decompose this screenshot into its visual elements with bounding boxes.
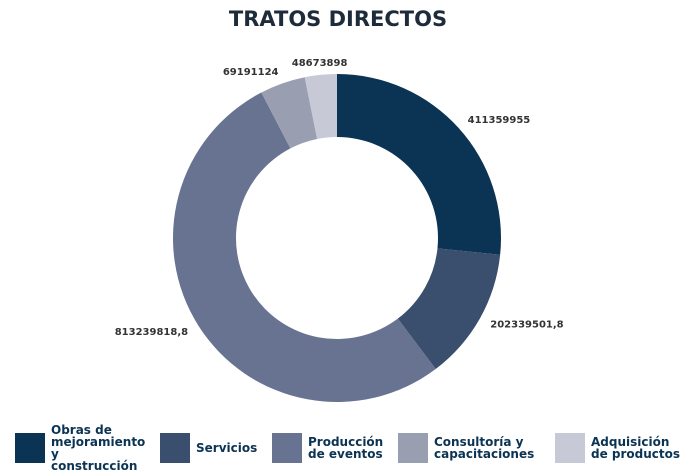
- data-label: 411359955: [468, 115, 531, 126]
- legend-swatch: [398, 433, 428, 463]
- legend-item: Obras de mejoramiento y construcción: [15, 424, 146, 472]
- data-label: 813239818,8: [115, 327, 188, 338]
- legend-label: Producción de eventos: [308, 435, 384, 461]
- chart: TRATOS DIRECTOS 411359955 202339501,8 8132…: [115, 7, 564, 402]
- legend-swatch: [160, 433, 190, 463]
- legend-label: Consultoría y capacitaciones: [434, 435, 535, 461]
- legend-item: Servicios: [160, 428, 258, 468]
- legend-swatch: [272, 433, 302, 463]
- donut-slice: [397, 248, 501, 370]
- legend-item: Consultoría y capacitaciones: [398, 428, 552, 468]
- legend-swatch: [15, 433, 45, 463]
- legend-item: Producción de eventos: [272, 428, 390, 468]
- donut-slice: [337, 74, 502, 255]
- legend-swatch: [555, 433, 585, 463]
- donut-slice: [261, 77, 318, 149]
- donut-slice: [173, 92, 436, 402]
- donut-slice: [304, 74, 337, 139]
- legend: Obras de mejoramiento y construcción Serv…: [0, 424, 680, 472]
- data-label: 202339501,8: [490, 320, 563, 331]
- legend-label: Obras de mejoramiento y construcción: [51, 423, 146, 473]
- data-label: 48673898: [292, 58, 348, 69]
- legend-item: Adquisición de productos: [555, 428, 680, 468]
- legend-label: Servicios: [196, 441, 258, 455]
- data-label: 69191124: [223, 67, 279, 78]
- chart-title: TRATOS DIRECTOS: [229, 7, 447, 31]
- legend-label: Adquisición de productos: [591, 435, 680, 461]
